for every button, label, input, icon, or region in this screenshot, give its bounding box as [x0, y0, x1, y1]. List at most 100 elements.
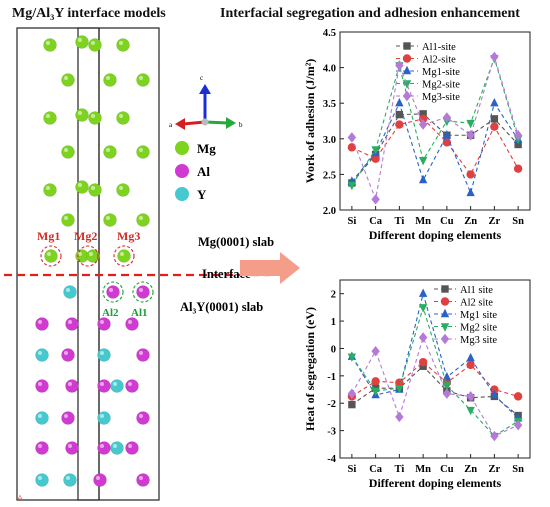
data-point-3-1 [371, 146, 380, 155]
series-line-1 [351, 118, 519, 176]
data-point-3-3 [418, 304, 428, 313]
mg2-site-ring [77, 245, 99, 267]
x-tick-label: Zr [489, 464, 501, 475]
series-line-0 [351, 365, 519, 416]
series-line-2 [351, 291, 519, 419]
data-point-4-3 [418, 119, 428, 130]
interface-label: Interface [202, 267, 251, 281]
legend-label: Mg1-site [422, 67, 460, 78]
x-tick-label: Ca [369, 216, 383, 227]
mg-atom [75, 180, 89, 194]
data-point-4-7 [513, 419, 523, 431]
data-point-3-2 [395, 384, 404, 394]
al-atom [97, 441, 111, 455]
y-atom [35, 473, 49, 487]
legend-mg-label: Mg [197, 141, 216, 156]
al1-site-ring [132, 281, 154, 303]
al-atom [97, 317, 111, 331]
work-of-adhesion-chart: 2.0 2.5 3.0 3.5 4.0 4.5 Si Ca Ti Mn Cu Zn Zr Sn Differ… [303, 28, 531, 242]
al-atom [65, 441, 79, 455]
legend-label: Mg3 site [460, 335, 497, 346]
mg-atom [103, 213, 117, 227]
data-point-1-7 [513, 164, 523, 173]
al-atom [35, 379, 49, 393]
plot-frame [339, 31, 531, 211]
data-point-4-4 [442, 388, 452, 399]
legend-marker-4 [440, 333, 450, 345]
x-tick-label: Si [347, 216, 356, 227]
al-atom [35, 317, 49, 331]
data-point-0-0 [348, 400, 356, 409]
y-tick-label: 2.0 [323, 206, 336, 217]
legend-y-atom [175, 187, 189, 201]
data-point-1-1 [371, 154, 380, 163]
heat-of-segregation-chart: -4 -3 -2 -1 0 1 2 Si Ca Ti Mn Cu Zn Zr Sn Different dop… [303, 279, 531, 490]
al-atom [61, 411, 75, 425]
mg-atom [43, 38, 57, 52]
data-point-1-5 [466, 170, 475, 179]
x-tick-label: Ti [395, 464, 405, 475]
x-tick-label: Sn [512, 216, 524, 227]
legend-label: Al1-site [422, 42, 456, 53]
data-point-0-6 [490, 115, 499, 123]
x-tick-label: Cu [440, 464, 454, 475]
legend-marker-3 [402, 80, 412, 89]
legend-label: Al2 site [460, 298, 493, 309]
y-atom [63, 285, 77, 299]
x-tick-label: Ti [395, 216, 405, 227]
data-point-3-1 [371, 387, 380, 397]
mg-atom [136, 213, 150, 227]
data-point-4-2 [395, 411, 404, 423]
data-point-2-6 [490, 98, 499, 107]
x-axis-label: Different doping elements [369, 228, 502, 242]
x-tick-label: Si [347, 464, 356, 475]
legend-label: Mg2-site [422, 80, 460, 91]
legend-marker-4 [402, 90, 412, 102]
data-point-1-1 [371, 377, 380, 386]
data-point-0-2 [395, 110, 404, 119]
y-atom [63, 473, 77, 487]
data-point-4-7 [513, 130, 523, 141]
al-atom [65, 317, 79, 331]
legend-label: Mg2 site [460, 323, 497, 334]
data-point-3-3 [418, 156, 428, 166]
data-point-2-3 [418, 174, 428, 184]
axis-b-label: b [239, 121, 243, 129]
al-atom [125, 379, 139, 393]
data-point-1-2 [395, 120, 404, 129]
mg-atom [61, 213, 75, 227]
mg-atom [75, 35, 89, 49]
y-tick-label: -2 [327, 399, 336, 410]
x-tick-label: Mn [415, 464, 431, 475]
mg-atom [61, 145, 75, 159]
data-point-2-6 [490, 389, 499, 399]
data-point-1-3 [418, 114, 428, 124]
data-point-4-0 [347, 132, 357, 143]
x-tick-label: Ca [369, 464, 383, 475]
mg-atom [116, 38, 130, 52]
y-tick-label: -1 [327, 372, 336, 383]
al-atom [61, 348, 75, 362]
legend-mg-atom [175, 141, 189, 155]
origin-marker: ▵ [18, 492, 22, 501]
mg-atom [44, 249, 58, 263]
x-tick-label: Zn [464, 464, 477, 475]
mg-atom [88, 111, 102, 125]
data-point-4-3 [418, 332, 428, 343]
x-tick-label: Mn [415, 216, 431, 227]
atom-group [35, 35, 150, 487]
left-title: Mg/Al₃Y interface models [12, 6, 166, 21]
y-atom [35, 348, 49, 362]
al-atom [35, 441, 49, 455]
y-atom [110, 379, 124, 393]
data-point-3-4 [442, 382, 452, 391]
data-point-2-5 [466, 352, 475, 362]
y-tick-label: 4.5 [323, 28, 336, 39]
data-point-0-7 [514, 140, 522, 149]
site-markers [40, 245, 154, 303]
mg-atom [116, 111, 130, 125]
supercell-outer [16, 27, 160, 501]
x-tick-label: Zn [464, 216, 477, 227]
data-point-2-3 [418, 288, 428, 297]
slab-bottom-label: Al₃Y(0001) slab [180, 300, 263, 314]
